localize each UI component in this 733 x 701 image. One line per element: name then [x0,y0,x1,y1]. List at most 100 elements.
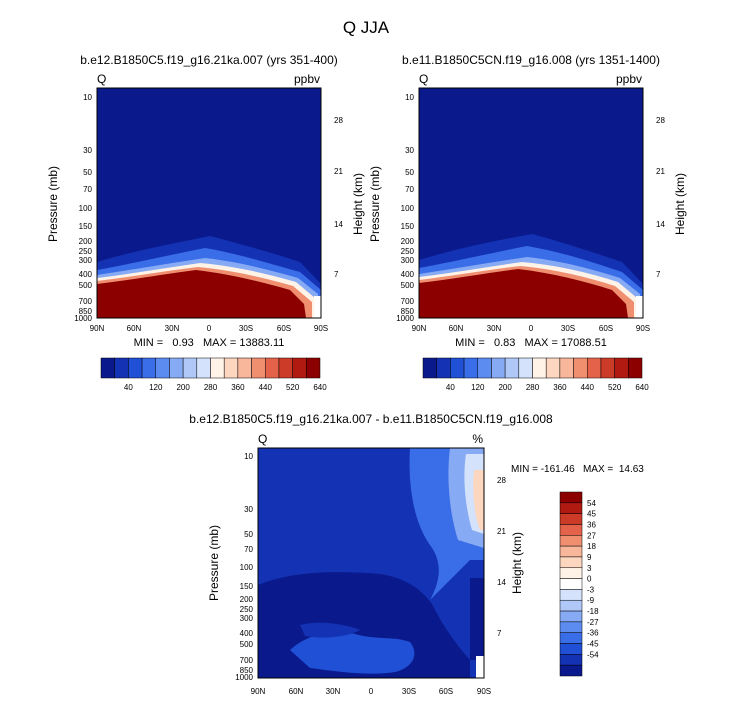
colorbar-swatch [559,545,583,558]
panel-3-left-label: Q [258,432,267,446]
y-tick-label: 250 [401,247,415,256]
colorbar-swatch [422,357,437,379]
y2-tick-label: 21 [334,167,343,176]
y-tick-label: 200 [79,237,93,246]
colorbar-swatch [518,357,533,379]
y-tick-label: 200 [401,237,415,246]
y-tick-label: 1000 [235,673,253,682]
colorbar-label: 0 [587,575,592,584]
colorbar-label: -27 [587,618,599,627]
contour-band [470,578,484,660]
y-tick-label: 850 [401,307,415,316]
y-tick-label: 30 [244,505,253,514]
panel-3-stats: MIN = -161.46 MAX = 14.63 [511,464,644,475]
panel-1-right-label: ppbv [294,72,320,86]
y2-tick-label: 7 [656,270,661,279]
colorbar-label: 18 [587,542,596,551]
colorbar-swatch [237,357,252,379]
panel-3-title: b.e12.B1850C5.f19_g16.21ka.007 - b.e11.B… [189,412,553,426]
colorbar-swatch [477,357,492,379]
y-tick-label: 150 [79,222,93,231]
colorbar-swatch [306,357,321,379]
x-tick-label: 30S [402,687,416,696]
colorbar-swatch [559,524,583,536]
missing-data [636,296,643,318]
panel-1: b.e12.B1850C5.f19_g16.21ka.007 (yrs 351-… [46,53,365,392]
y-tick-label: 400 [240,629,254,638]
colorbar-label: 45 [587,510,596,519]
colorbar-swatch [600,357,615,379]
panel-2-stats: MIN = 0.83 MAX = 17088.51 [455,337,607,349]
y-tick-label: 10 [405,93,414,102]
colorbar-label: 360 [553,383,567,392]
colorbar-swatch [559,643,583,655]
contour-band [258,448,432,582]
panel-2: b.e11.B1850C5CN.f19_g16.008 (yrs 1351-14… [368,53,687,392]
panel-1-y-axis-title: Pressure (mb) [46,166,60,242]
colorbar-swatch [559,621,583,633]
y-tick-label: 100 [79,204,93,213]
y-tick-label: 250 [240,605,254,614]
colorbar-label: 40 [124,383,133,392]
colorbar-swatch [559,567,583,579]
panel-3: b.e12.B1850C5.f19_g16.21ka.007 - b.e11.B… [189,412,644,696]
colorbar-label: -54 [587,650,599,659]
x-tick-label: 30N [165,324,180,333]
colorbar-swatch [210,357,225,379]
panel-2-colorbar: 40 120 200 280 360 440 520 640 [422,357,649,392]
colorbar-swatch [265,357,280,379]
colorbar-swatch [436,357,451,379]
panel-1-stats: MIN = 0.93 MAX = 13883.11 [134,337,285,349]
panel-2-left-label: Q [419,72,428,86]
colorbar-swatch [628,357,643,379]
missing-data [476,656,484,678]
colorbar-swatch [504,357,520,379]
y-tick-label: 30 [83,146,92,155]
panel-1-contours [97,236,321,318]
panel-2-x-axis: 90N 60N 30N 0 30S 60S 90S [412,324,650,333]
colorbar-swatch [100,357,115,379]
panel-3-contours [258,448,484,678]
x-tick-label: 90S [636,324,650,333]
panel-2-right-label: ppbv [616,72,642,86]
colorbar-swatch [559,513,583,525]
colorbar-label: 200 [176,383,190,392]
contour-band [419,269,628,318]
colorbar-label: 520 [608,383,622,392]
panel-1-y2-axis-title: Height (km) [351,173,365,235]
x-tick-label: 60S [277,324,291,333]
colorbar-swatch [545,357,561,379]
panel-2-plot-frame [418,87,644,319]
y-tick-label: 100 [401,204,415,213]
colorbar-swatch [223,357,239,379]
panel-1-y-axis: 10 30 50 70 100 150 200 250 300 400 500 … [74,93,92,323]
colorbar-label: 120 [149,383,163,392]
colorbar-swatch [196,357,211,379]
y-tick-label: 500 [79,281,93,290]
panel-2-y-axis: 10 30 50 70 100 150 200 250 300 400 500 … [396,93,414,323]
colorbar-swatch [251,357,266,379]
x-tick-label: 60N [449,324,464,333]
contour-band [300,622,360,638]
panel-3-y2-axis-title: Height (km) [510,532,524,594]
y-tick-label: 1000 [74,314,92,323]
colorbar-swatch [573,357,588,379]
colorbar-swatch [169,357,184,379]
y-tick-label: 850 [79,307,93,316]
y2-tick-label: 21 [497,527,506,536]
y-tick-label: 500 [401,281,415,290]
y-tick-label: 70 [405,185,414,194]
panel-1-plot-frame [96,87,322,319]
y2-tick-label: 28 [656,116,665,125]
y2-tick-label: 28 [334,116,343,125]
y-tick-label: 400 [79,270,93,279]
y-tick-label: 150 [240,582,254,591]
y-tick-label: 50 [83,168,92,177]
x-tick-label: 30S [239,324,253,333]
colorbar-label: -18 [587,607,599,616]
colorbar-swatch [559,357,574,379]
y2-tick-label: 14 [497,578,506,587]
y-tick-label: 150 [401,222,415,231]
y-tick-label: 300 [240,614,254,623]
